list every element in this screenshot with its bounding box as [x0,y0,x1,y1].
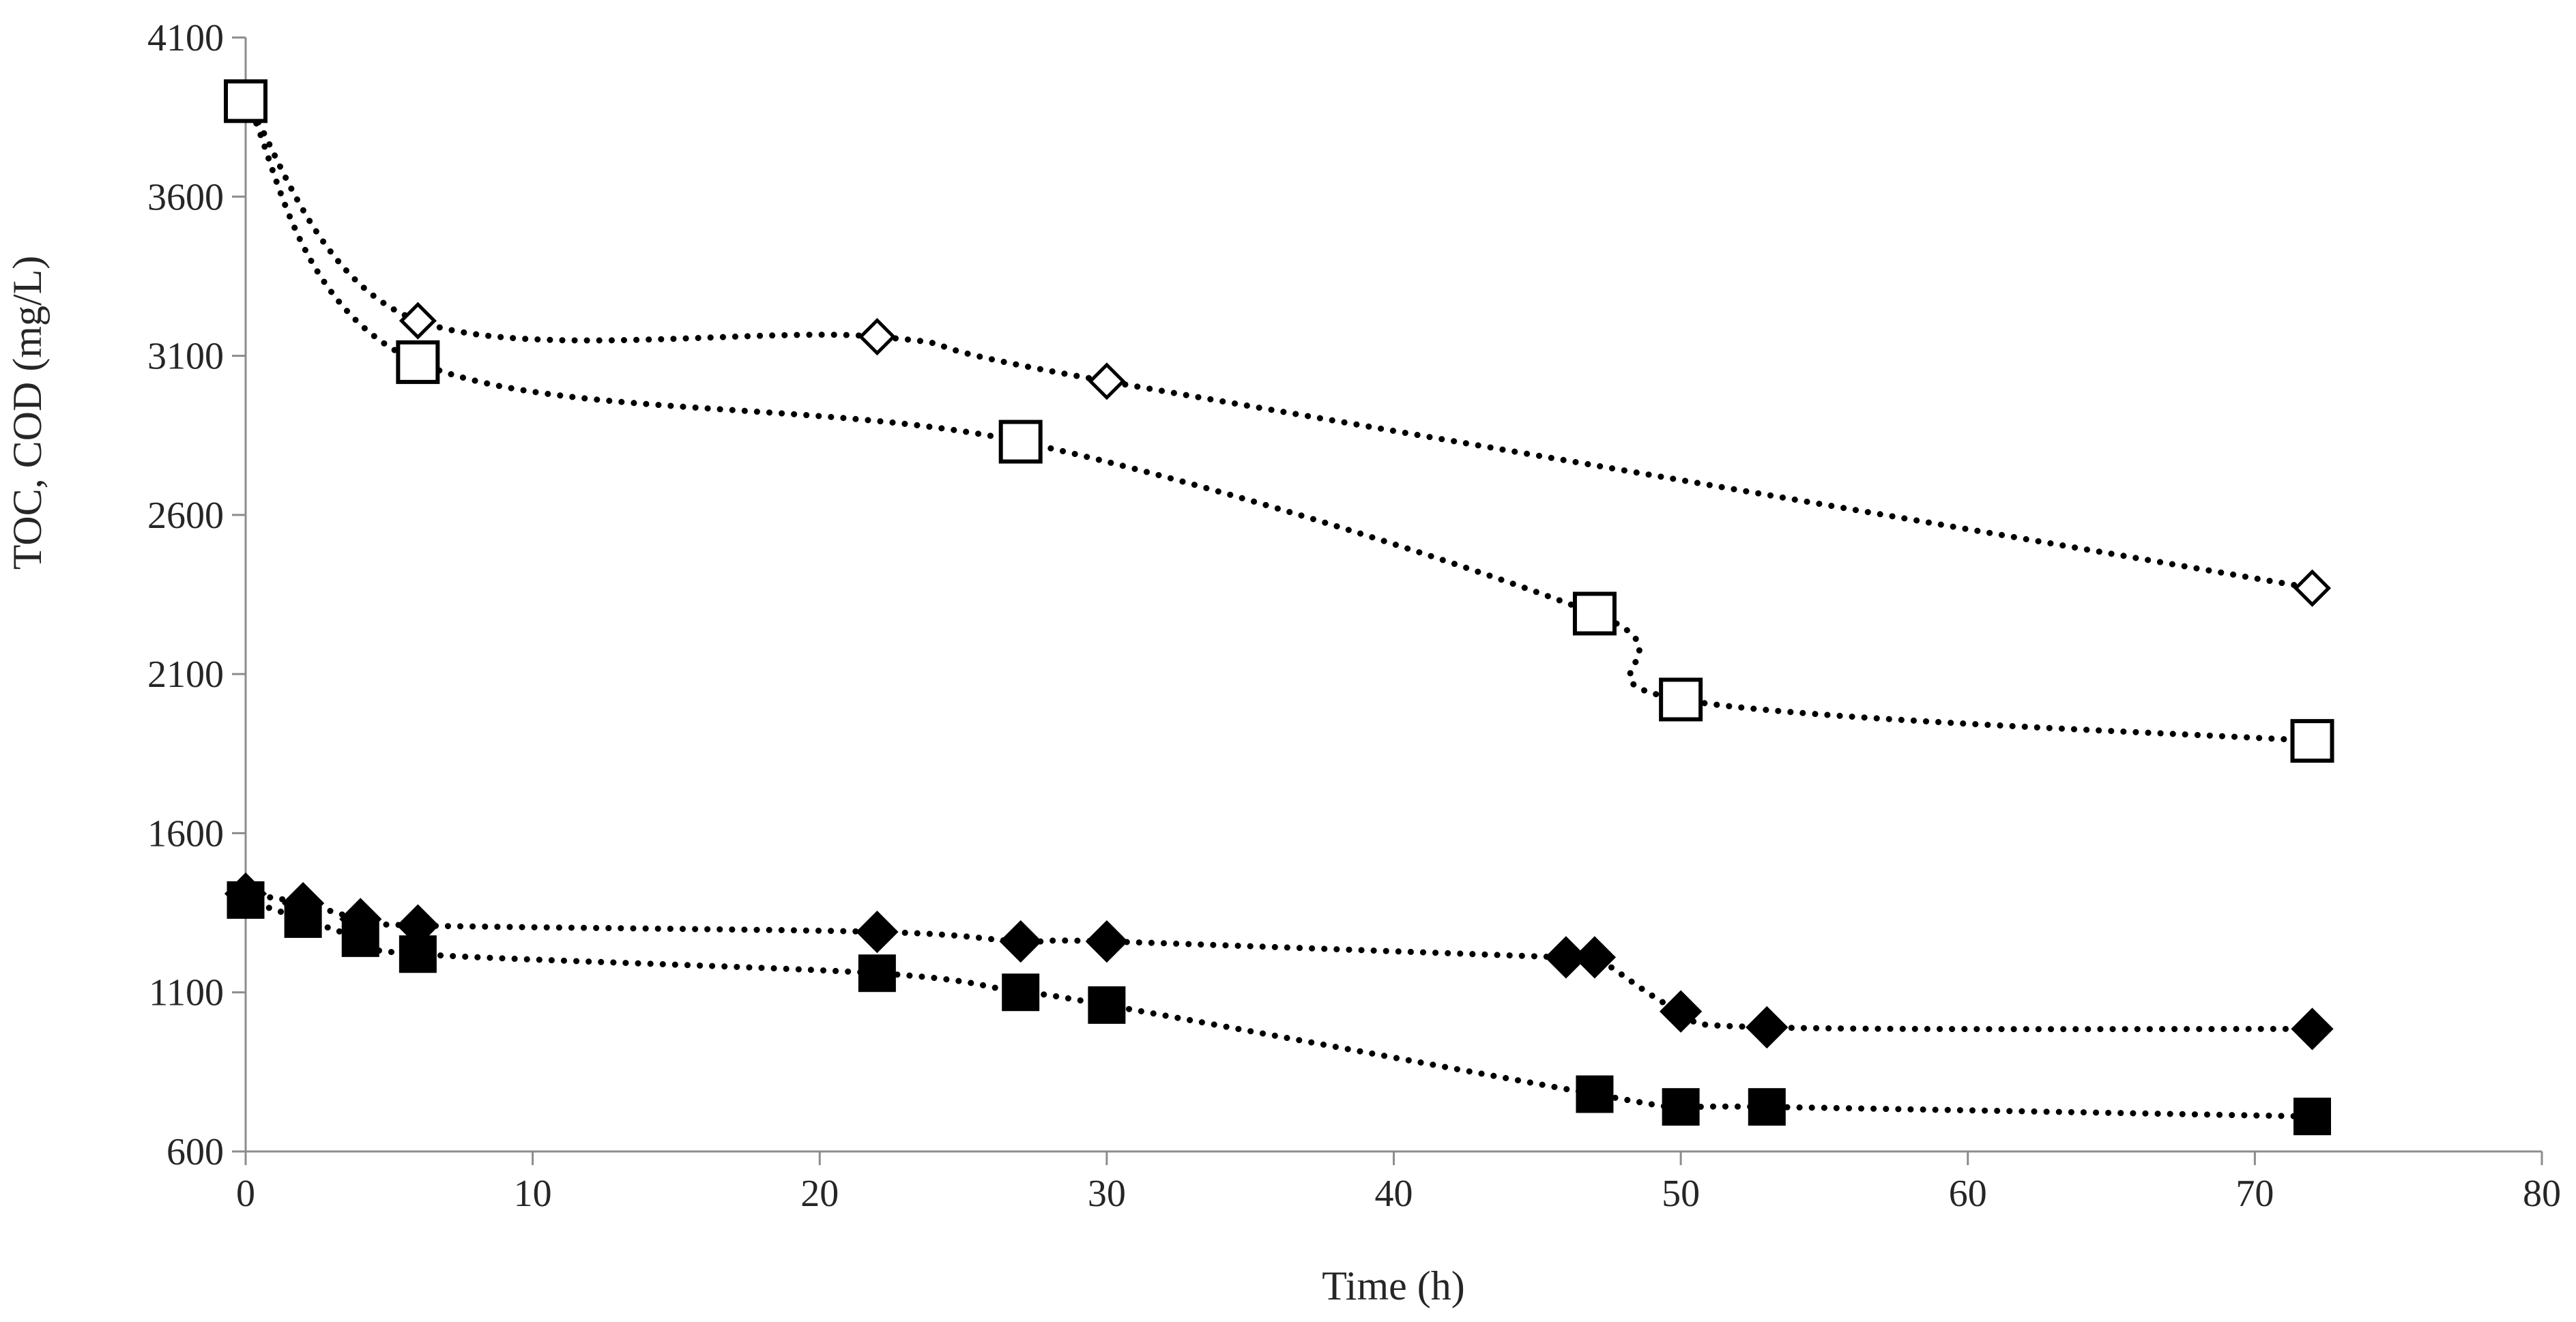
y-tick-label: 2100 [147,653,224,696]
series-layer [224,79,2334,1136]
x-tick-label: 0 [236,1173,255,1215]
series-line-open-diamond [242,98,2315,591]
data-point-open-square [1572,591,1617,636]
data-point-open-diamond [858,318,896,356]
x-tick-label: 60 [1949,1173,1987,1215]
data-point-filled-square [1748,1088,1786,1126]
data-point-filled-diamond [1573,936,1617,979]
x-tick-label: 20 [800,1173,839,1215]
data-point-filled-square [227,881,265,919]
data-point-filled-diamond [1085,920,1129,963]
data-point-filled-square [1088,986,1126,1024]
data-point-filled-square [284,900,322,938]
data-point-open-diamond [2293,569,2332,607]
y-tick-label: 1100 [149,972,224,1014]
data-point-filled-square [1662,1088,1700,1126]
data-point-filled-diamond [856,910,899,954]
data-point-filled-diamond [1746,1005,1789,1049]
data-point-filled-diamond [2291,1008,2334,1051]
y-tick-label: 600 [167,1131,224,1173]
x-tick-label: 70 [2235,1173,2274,1215]
data-point-open-square [2290,719,2334,763]
y-tick-label: 4100 [147,17,224,59]
y-tick-label: 2600 [147,495,224,537]
x-axis-title: Time (h) [1322,1263,1464,1308]
y-tick-label: 3100 [147,336,224,378]
y-axis-title: TOC, COD (mg/L) [5,256,50,570]
data-point-open-square [998,420,1043,464]
data-point-filled-square [858,954,896,993]
x-tick-label: 10 [514,1173,552,1215]
data-point-open-square [224,79,267,123]
y-tick-label: 1600 [147,812,224,855]
data-point-filled-square [341,919,379,957]
x-tick-label: 50 [1662,1173,1700,1215]
x-tick-label: 40 [1375,1173,1413,1215]
data-point-filled-square [1576,1075,1614,1113]
data-point-filled-square [399,935,437,973]
x-tick-label: 80 [2523,1173,2561,1215]
x-tick-label: 30 [1088,1173,1126,1215]
data-point-open-diamond [1088,362,1126,400]
y-tick-label: 3600 [147,176,224,218]
data-point-filled-diamond [999,920,1042,963]
data-point-filled-diamond [1544,936,1588,979]
data-point-open-square [396,340,440,384]
data-point-filled-diamond [1659,990,1703,1033]
axes: 600 1100 1600 2100 2600 3100 3600 4100 0 10 20 30 40… [147,17,2561,1215]
data-point-filled-square [1002,973,1040,1012]
data-point-open-square [1659,677,1703,722]
data-point-filled-square [2293,1098,2331,1136]
data-point-open-diamond [399,302,437,340]
